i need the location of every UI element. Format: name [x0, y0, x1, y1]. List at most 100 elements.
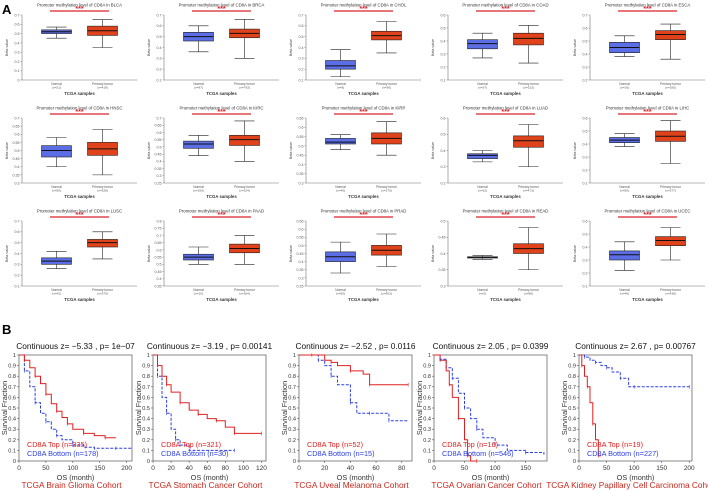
y-tick-label: 0.2: [441, 181, 446, 185]
significance-stars: ***: [359, 109, 367, 116]
group-label: Normal: [335, 185, 346, 189]
significance-stars: ***: [75, 109, 83, 116]
y-tick-label: 0: [147, 459, 150, 465]
x-axis-label: OS (month): [57, 473, 95, 482]
boxplot-prad: Promoter methylation level of CD8A in PR…: [289, 209, 421, 302]
group-label: Normal: [51, 185, 62, 189]
y-tick-label: 0.6: [441, 13, 446, 17]
legend-bottom: CD8A Bottom (n=178): [27, 449, 99, 458]
y-tick-label: 0.5: [8, 406, 16, 412]
y-tick-label: 0.9: [423, 364, 431, 370]
y-tick-label: 0.6: [568, 395, 576, 401]
y-axis-label: Survival Fraction: [0, 381, 9, 435]
tumor-box: [371, 121, 402, 156]
y-tick-label: 0.9: [568, 364, 576, 370]
y-tick-label: 0.3: [568, 427, 576, 433]
y-tick-label: 0.5: [299, 144, 304, 148]
legend-bottom: CD8A Bottom (n=227): [587, 449, 659, 458]
y-tick-label: 0.3: [15, 181, 20, 185]
y-tick-label: 0.7: [15, 116, 20, 120]
y-tick-label: 0.65: [155, 124, 162, 128]
group-count: (n=473): [523, 189, 534, 193]
normal-box: [41, 26, 72, 39]
survival-curve-row: Continuous z= −5.33 , p= 1e−07 0 0.1 0.2 0.3…: [0, 341, 708, 490]
group-count: (n=160): [193, 189, 204, 193]
y-tick-label: 0.4: [15, 252, 20, 256]
normal-box: [325, 241, 356, 274]
boxplot-title: Promoter methylation level of CD8A in PR…: [321, 209, 407, 214]
iqr-box: [325, 138, 356, 145]
y-axis-label: Beta value: [573, 142, 577, 159]
y-tick-label: 1: [147, 353, 150, 359]
y-tick-label: 0.7: [15, 13, 20, 17]
group-label: Normal: [619, 185, 630, 189]
x-tick-label: 150: [520, 465, 531, 472]
y-tick-label: 0.3: [583, 155, 588, 159]
y-axis-label: Beta value: [147, 142, 151, 159]
group-count: (n=185): [665, 86, 676, 90]
boxplot-title: Promoter methylation level of CD8A in UC…: [605, 209, 691, 214]
x-tick-label: 100: [67, 465, 78, 472]
y-axis-label: Beta value: [5, 245, 9, 262]
y-tick-label: 0.3: [423, 427, 431, 433]
tumor-box: [655, 227, 686, 261]
y-tick-label: 0.5: [288, 406, 296, 412]
y-tick-label: 0.6: [142, 395, 150, 401]
group-count: (n=793): [239, 86, 250, 90]
normal-box: [183, 246, 214, 265]
group-count: (n=97): [194, 86, 203, 90]
group-count: (n=275): [381, 189, 392, 193]
y-tick-label: 0.4: [15, 41, 20, 45]
normal-box: [467, 255, 498, 260]
y-tick-label: 0.2: [8, 438, 16, 444]
y-axis-label: Beta value: [289, 245, 293, 262]
y-tick-label: 0.4: [8, 417, 16, 423]
y-tick-label: 0.3: [441, 165, 446, 169]
group-label: Primary tumor: [518, 185, 540, 189]
y-tick-label: 0.1: [15, 69, 20, 73]
boxplot-title: Promoter methylation level of CD8A in BR…: [179, 3, 265, 8]
y-tick-label: 0.9: [142, 364, 150, 370]
y-tick-label: 0.4: [583, 52, 588, 56]
y-tick-label: 0.35: [155, 167, 162, 171]
y-tick-label: 0.4: [288, 417, 296, 423]
y-tick-label: 0.3: [8, 427, 16, 433]
y-tick-label: 0.3: [299, 276, 304, 280]
x-tick-label: 100: [238, 465, 249, 472]
group-label: Primary tumor: [376, 288, 398, 292]
significance-stars: ***: [217, 212, 225, 219]
y-tick-label: 0: [428, 459, 431, 465]
normal-box: [467, 32, 498, 59]
significance-stars: ***: [643, 6, 651, 13]
y-tick-label: 0.2: [583, 271, 588, 275]
x-axis-label: TCGA samples: [490, 194, 521, 199]
y-tick-label: 0.4: [299, 163, 304, 167]
group-count: (n=324): [239, 189, 250, 193]
y-tick-label: 0.6: [157, 248, 162, 252]
y-tick-label: 0.5: [157, 145, 162, 149]
boxplot-title: Promoter methylation level of CD8A in LI…: [606, 106, 690, 111]
group-label: Normal: [335, 82, 346, 86]
tumor-box: [513, 124, 544, 168]
x-axis-label: TCGA samples: [632, 91, 663, 96]
y-tick-label: 0.2: [568, 438, 576, 444]
group-count: (n=313): [523, 86, 534, 90]
boxplot-hnsc: Promoter methylation level of CD8A in HN…: [5, 106, 137, 199]
y-tick-label: 0.45: [439, 236, 446, 240]
y-tick-label: 0.6: [441, 116, 446, 120]
y-tick-label: 0.65: [297, 219, 304, 223]
x-tick-label: 200: [684, 465, 695, 472]
y-tick-label: 0.3: [142, 427, 150, 433]
iqr-box: [467, 153, 498, 159]
y-tick-label: 0.2: [441, 65, 446, 69]
y-tick-label: 0.5: [583, 39, 588, 43]
x-tick-label: 40: [186, 465, 194, 472]
group-count: (n=503): [381, 292, 392, 296]
significance-stars: ***: [217, 109, 225, 116]
y-tick-label: 1: [428, 353, 431, 359]
group-label: Primary tumor: [92, 185, 114, 189]
y-axis-label: Survival Fraction: [134, 381, 143, 435]
y-axis-label: Beta value: [147, 245, 151, 262]
y-tick-label: 0.4: [299, 46, 304, 50]
